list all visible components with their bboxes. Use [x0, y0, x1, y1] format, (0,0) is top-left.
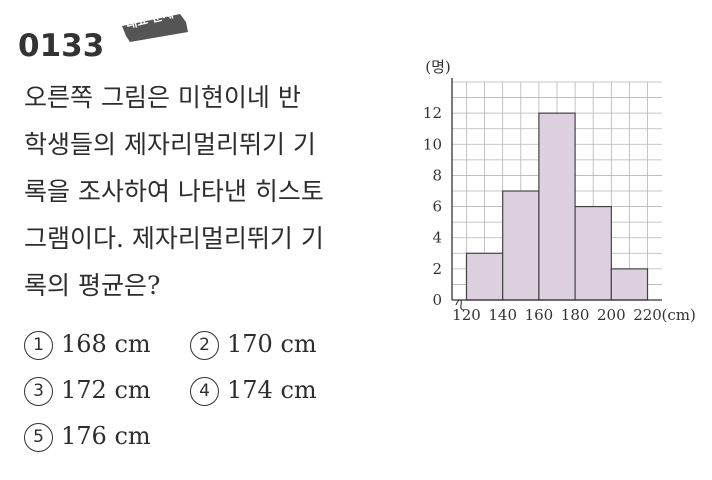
y-tick-label: 8: [432, 166, 442, 184]
histogram-bar: [610, 268, 649, 301]
y-tick-label: 0: [432, 291, 442, 309]
choice-2[interactable]: 2 170 cm: [190, 330, 317, 360]
x-tick-label: 120: [452, 306, 481, 324]
x-tick-label: 160: [525, 306, 554, 324]
choice-text: 168 cm: [61, 330, 151, 358]
y-tick-label: 4: [432, 229, 442, 247]
choice-1[interactable]: 1 168 cm: [24, 330, 151, 360]
histogram-bar: [465, 252, 504, 301]
question-line-3: 록을 조사하여 나타낸 히스토: [24, 177, 324, 206]
choice-number: 1: [24, 331, 53, 360]
choice-number: 4: [190, 377, 219, 406]
question-line-5: 록의 평균은?: [24, 271, 161, 300]
y-tick-label: 6: [432, 198, 442, 216]
histogram-bar: [538, 112, 576, 301]
x-tick-label: 220: [633, 306, 662, 324]
choice-text: 170 cm: [227, 330, 317, 358]
question-line-1: 오른쪽 그림은 미현이네 반: [24, 83, 301, 112]
histogram-bar: [502, 190, 540, 301]
choice-text: 176 cm: [61, 422, 151, 450]
choice-number: 2: [190, 331, 219, 360]
choice-5[interactable]: 5 176 cm: [24, 422, 151, 452]
choice-number: 3: [24, 377, 53, 406]
question-line-2: 학생들의 제자리멀리뛰기 기: [24, 130, 316, 159]
question-line-4: 그램이다. 제자리멀리뛰기 기: [24, 224, 324, 253]
choice-4[interactable]: 4 174 cm: [190, 376, 317, 406]
y-tick-label: 10: [423, 135, 442, 153]
choice-text: 174 cm: [227, 376, 317, 404]
axis-break-mark: [455, 299, 465, 311]
x-tick-label: 180: [561, 306, 590, 324]
y-tick-label: 2: [432, 260, 442, 278]
x-axis-unit: (cm): [662, 306, 696, 324]
x-tick-label: 200: [597, 306, 626, 324]
choice-number: 5: [24, 423, 53, 452]
x-tick-label: 140: [488, 306, 517, 324]
choice-3[interactable]: 3 172 cm: [24, 376, 151, 406]
problem-number: 0133: [18, 28, 105, 64]
y-tick-label: 12: [423, 104, 442, 122]
representative-problem-badge: [122, 14, 188, 42]
histogram-bar: [574, 205, 612, 301]
y-axis-unit: (명): [425, 58, 451, 76]
choice-text: 172 cm: [61, 376, 151, 404]
